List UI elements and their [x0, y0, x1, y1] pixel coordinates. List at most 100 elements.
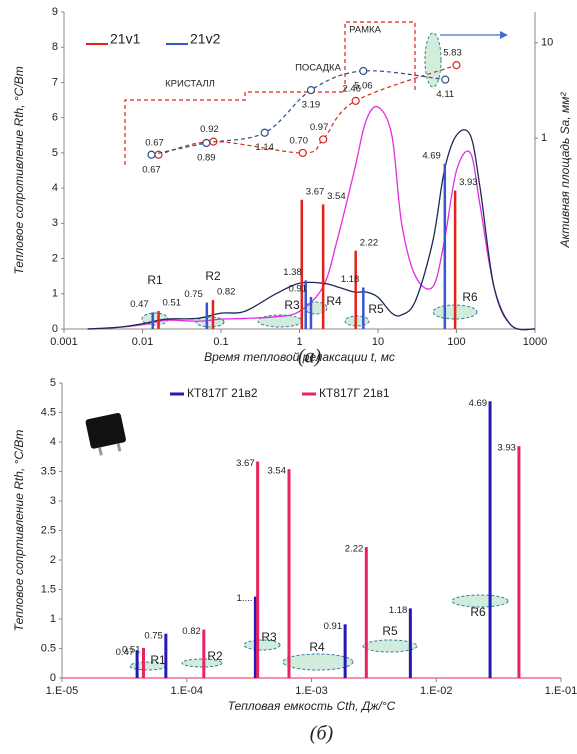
- point-label: 5.06: [354, 80, 373, 91]
- value-label: 0.82: [217, 287, 236, 298]
- x-axis-title: Тепловая емкость Cth, Дж/°С: [228, 699, 396, 713]
- package-outline: [124, 21, 416, 165]
- value-label: 3.93: [459, 177, 478, 188]
- legend-label: КТ817Г 21в2: [187, 386, 258, 400]
- arrow-head: [500, 31, 508, 39]
- value-label: 0.47: [116, 647, 135, 658]
- caption: (б): [310, 723, 334, 745]
- value-label: 3.54: [267, 466, 286, 477]
- y-tick-label: 0: [50, 672, 56, 684]
- value-label: 0.51: [163, 298, 182, 309]
- value-label: 1.38: [283, 267, 302, 278]
- legend-label: 21v2: [190, 31, 221, 47]
- y-tick-label: 3.5: [41, 465, 56, 477]
- area-point: [147, 150, 156, 159]
- region-ellipse: [243, 639, 281, 651]
- y-tick-label: 5: [50, 377, 56, 389]
- value-label: 2.22: [360, 237, 379, 248]
- x-tick-label: 0.001: [50, 336, 78, 348]
- value-label: 3.67: [236, 458, 255, 469]
- y2-tick-label: 10: [541, 37, 553, 49]
- area-point: [202, 138, 211, 148]
- annotation: РАМКА: [349, 25, 381, 36]
- point-label: 1.14: [255, 142, 274, 153]
- x-tick-label: 0.01: [132, 336, 153, 348]
- region-ellipse: [451, 594, 509, 608]
- region-label: R6: [470, 605, 486, 619]
- area-point: [298, 148, 307, 158]
- curve: [87, 105, 536, 331]
- y-tick-label: 6: [52, 112, 58, 124]
- bar: [253, 596, 257, 678]
- x-tick-label: 1.E-03: [295, 685, 327, 697]
- y-axis-title: Тепловое сопртивление Rth, °C/Вт: [12, 430, 26, 632]
- bar: [202, 629, 206, 678]
- y-tick-label: 1: [50, 613, 56, 625]
- y-axis-title: Тепловое сопротивление Rth, °C/Вт: [12, 66, 26, 274]
- value-label: 0.91: [324, 621, 343, 632]
- region-label: R2: [207, 649, 223, 663]
- y-tick-label: 9: [52, 6, 58, 18]
- value-label: 0.91: [288, 283, 307, 294]
- y-tick-label: 1.5: [41, 583, 56, 595]
- y-tick-label: 1: [52, 288, 58, 300]
- bar: [135, 650, 139, 678]
- region-label: R4: [309, 640, 325, 654]
- y2-axis-title: Активная площадь Sa, мм²: [558, 92, 572, 249]
- y-tick-label: 4: [50, 436, 56, 448]
- value-label: 1.18: [341, 274, 360, 285]
- value-label: 3.67: [306, 186, 325, 197]
- y-tick-label: 7: [52, 76, 58, 88]
- bar: [164, 633, 168, 678]
- point-label: 2.46: [342, 83, 361, 94]
- region-label: R3: [284, 298, 300, 312]
- icon-pin: [116, 443, 122, 452]
- y-tick-label: 2: [52, 252, 58, 264]
- bar: [256, 461, 260, 678]
- area-point: [359, 66, 368, 76]
- y-tick-label: 0.5: [41, 642, 56, 654]
- legend-label: КТ817Г 21в1: [319, 386, 390, 400]
- y-tick-label: 0: [52, 323, 58, 335]
- x-tick-label: 1.E-05: [46, 685, 78, 697]
- value-label: 0.51: [122, 644, 141, 655]
- region-label: R4: [326, 294, 342, 308]
- region-label: R1: [147, 273, 163, 287]
- point-label: 4.11: [436, 89, 454, 100]
- legend-label: 21v1: [110, 31, 141, 47]
- value-label: 4.69: [469, 398, 488, 409]
- point-label: 0.92: [200, 124, 219, 135]
- value-label: 0.82: [182, 626, 201, 637]
- point-label: 0.67: [145, 137, 164, 148]
- area-point: [319, 135, 328, 144]
- x-tick-label: 1.E-04: [171, 685, 203, 697]
- point-label: 0.97: [310, 122, 329, 133]
- x-tick-label: 1: [296, 336, 302, 348]
- icon-body: [85, 412, 126, 449]
- x-tick-label: 1000: [523, 336, 547, 348]
- value-label: 0.75: [144, 630, 163, 641]
- curve: [87, 129, 536, 331]
- y-tick-label: 2.5: [41, 524, 56, 536]
- region-label: R3: [261, 630, 277, 644]
- value-label: 0.47: [130, 299, 149, 310]
- value-label: 3.54: [327, 191, 346, 202]
- x-tick-label: 10: [372, 336, 384, 348]
- value-label: 3.93: [497, 443, 516, 454]
- area-trend: [151, 70, 446, 156]
- region-ellipse: [362, 639, 418, 653]
- caption: (a): [298, 346, 322, 368]
- x-tick-label: 0.1: [213, 336, 228, 348]
- area-point: [306, 85, 316, 95]
- annotation: ПОСАДКА: [295, 63, 341, 74]
- value-label: 4.69: [422, 150, 441, 161]
- y-tick-label: 3: [52, 217, 58, 229]
- x-axis-title: Время тепловой релаксации t, мс: [204, 350, 395, 364]
- x-tick-label: 100: [447, 336, 465, 348]
- area-point: [452, 61, 461, 70]
- area-point: [351, 96, 360, 105]
- region-ellipse: [282, 653, 354, 671]
- value-label: 0.75: [184, 289, 203, 300]
- x-tick-label: 1.E-01: [545, 685, 577, 697]
